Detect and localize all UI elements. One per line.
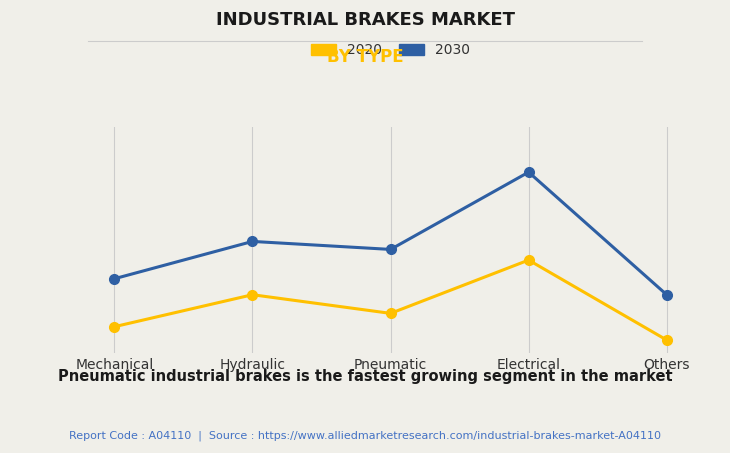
2030 — [386, 247, 395, 252]
2020 — [386, 311, 395, 316]
2030 — [524, 169, 533, 175]
Line: 2030: 2030 — [110, 167, 672, 299]
Text: BY TYPE: BY TYPE — [327, 48, 403, 66]
Text: INDUSTRIAL BRAKES MARKET: INDUSTRIAL BRAKES MARKET — [215, 11, 515, 29]
2030 — [248, 239, 257, 244]
2020 — [248, 292, 257, 298]
Text: Report Code : A04110  |  Source : https://www.alliedmarketresearch.com/industria: Report Code : A04110 | Source : https://… — [69, 430, 661, 441]
2020 — [110, 324, 119, 329]
2020 — [524, 257, 533, 263]
Text: Pneumatic industrial brakes is the fastest growing segment in the market: Pneumatic industrial brakes is the faste… — [58, 369, 672, 384]
2030 — [662, 292, 671, 298]
Legend: 2020, 2030: 2020, 2030 — [311, 43, 470, 57]
2020 — [662, 337, 671, 343]
Line: 2020: 2020 — [110, 255, 672, 345]
2030 — [110, 276, 119, 281]
